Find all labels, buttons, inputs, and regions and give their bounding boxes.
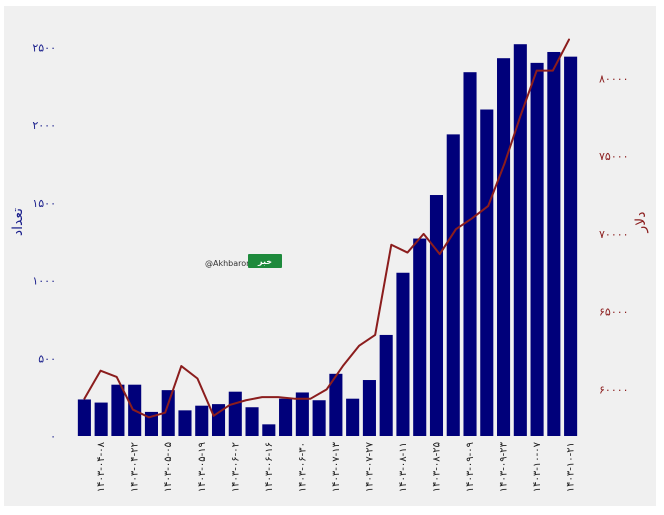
watermark-handle: @Akhbaronline: [205, 259, 266, 268]
bar: [245, 407, 259, 436]
left-tick-label: ۲۵۰۰: [32, 41, 56, 54]
left-tick-label: ۲۰۰۰: [32, 119, 56, 132]
x-tick-label: ۱۴۰۳-۰۵-۰۵: [163, 442, 174, 492]
bar: [362, 380, 376, 436]
bar: [379, 334, 393, 436]
x-tick-label: ۱۴۰۳-۰۴-۰۸: [96, 441, 107, 492]
x-tick-label: ۱۴۰۳-۰۷-۲۷: [364, 441, 375, 492]
bar: [161, 390, 175, 436]
x-tick-label: ۱۴۰۳-۰۷-۱۳: [331, 441, 342, 492]
bar: [195, 405, 209, 436]
x-axis-ticks: ۱۴۰۳-۰۴-۰۸ ۱۴۰۳-۰۴-۲۲ ۱۴۰۳-۰۵-۰۵ ۱۴۰۳-۰۵-۱۹…: [96, 441, 576, 492]
bar: [279, 398, 293, 436]
watermark: @Akhbaronline خبر: [205, 254, 282, 268]
x-tick-label: ۱۴۰۳-۰۴-۲۲: [130, 442, 141, 492]
watermark-logo-badge: [248, 254, 282, 268]
x-tick-label: ۱۴۰۳-۰۵-۱۹: [197, 442, 208, 492]
bar: [211, 404, 226, 436]
x-tick-label: ۱۴۰۳-۰۹-۰۹: [465, 442, 476, 492]
bar: [463, 72, 477, 436]
right-tick-label: ۶۰۰۰۰: [599, 383, 629, 396]
bar: [564, 56, 578, 437]
left-tick-label: ۱۵۰۰: [32, 197, 56, 210]
x-tick-label: ۱۴۰۳-۰۹-۲۳: [499, 441, 510, 492]
bar: [228, 391, 242, 436]
bar: [77, 399, 91, 436]
x-tick-label: ۱۴۰۳-۰۶-۱۶: [264, 442, 275, 492]
right-tick-label: ۸۰۰۰۰: [599, 72, 629, 85]
right-tick-label: ۷۰۰۰۰: [599, 228, 629, 241]
bar: [480, 109, 494, 436]
left-tick-label: ۰: [50, 430, 56, 443]
bar: [111, 384, 125, 436]
left-tick-label: ۵۰۰: [38, 352, 56, 365]
bar: [262, 424, 276, 436]
right-axis-ticks: ۶۰۰۰۰ ۶۵۰۰۰ ۷۰۰۰۰ ۷۵۰۰۰ ۸۰۰۰۰: [599, 72, 629, 396]
x-tick-label: ۱۴۰۳-۰۶-۰۲: [230, 442, 241, 492]
plot-area: [77, 38, 578, 437]
bar: [497, 58, 511, 436]
bar: [547, 51, 561, 436]
x-tick-label: ۱۴۰۳-۱۰-۰۷: [532, 441, 543, 492]
bar: [530, 62, 544, 437]
left-tick-label: ۱۰۰۰: [32, 275, 56, 288]
bar: [329, 373, 343, 436]
bar: [446, 134, 460, 436]
watermark-logo-text: خبر: [257, 257, 272, 266]
right-axis-title: دلار: [633, 212, 649, 234]
usd-line-series: [83, 38, 570, 419]
left-axis-ticks: ۰ ۵۰۰ ۱۰۰۰ ۱۵۰۰ ۲۰۰۰ ۲۵۰۰: [32, 41, 56, 443]
right-tick-label: ۶۵۰۰۰: [599, 306, 629, 319]
x-tick-label: ۱۴۰۳-۰۸-۱۱: [398, 442, 409, 492]
x-tick-label: ۱۴۰۳-۰۸-۲۵: [431, 442, 442, 492]
bar: [312, 400, 326, 436]
bar: [429, 195, 444, 436]
bar: [94, 402, 108, 436]
left-axis-title: تعداد: [10, 208, 26, 236]
right-tick-label: ۷۵۰۰۰: [599, 150, 629, 163]
x-tick-label: ۱۴۰۳-۱۰-۲۱: [566, 442, 577, 492]
bar: [513, 44, 527, 437]
bar: [396, 272, 410, 436]
bar: [295, 392, 309, 436]
x-tick-label: ۱۴۰۳-۰۶-۳۰: [297, 442, 308, 492]
bar: [413, 238, 427, 436]
bar: [178, 410, 192, 436]
bar: [346, 398, 360, 436]
